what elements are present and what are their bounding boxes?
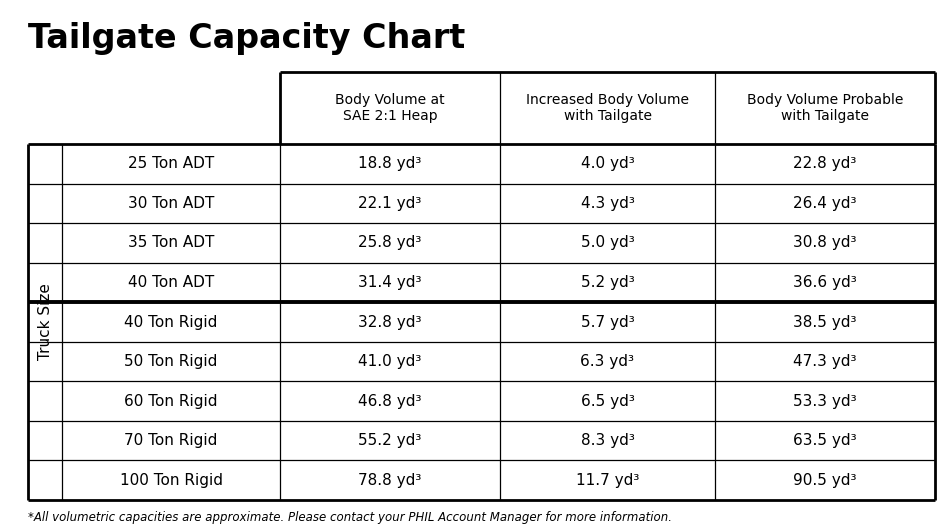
Text: 32.8 yd³: 32.8 yd³ (358, 314, 422, 329)
Text: 4.0 yd³: 4.0 yd³ (580, 156, 635, 171)
Text: 40 Ton ADT: 40 Ton ADT (128, 275, 214, 290)
Text: 5.0 yd³: 5.0 yd³ (580, 235, 635, 251)
Text: 5.2 yd³: 5.2 yd³ (580, 275, 635, 290)
Text: 46.8 yd³: 46.8 yd³ (358, 394, 422, 409)
Text: 22.8 yd³: 22.8 yd³ (793, 156, 857, 171)
Text: 31.4 yd³: 31.4 yd³ (358, 275, 422, 290)
Text: 25 Ton ADT: 25 Ton ADT (128, 156, 214, 171)
Text: 63.5 yd³: 63.5 yd³ (793, 433, 857, 448)
Text: 6.3 yd³: 6.3 yd³ (580, 354, 635, 369)
Text: 70 Ton Rigid: 70 Ton Rigid (124, 433, 218, 448)
Text: 53.3 yd³: 53.3 yd³ (793, 394, 857, 409)
Text: 30.8 yd³: 30.8 yd³ (793, 235, 857, 251)
Text: 35 Ton ADT: 35 Ton ADT (128, 235, 214, 251)
Text: 11.7 yd³: 11.7 yd³ (576, 473, 639, 488)
Text: 55.2 yd³: 55.2 yd³ (358, 433, 422, 448)
Text: *All volumetric capacities are approximate. Please contact your PHIL Account Man: *All volumetric capacities are approxima… (28, 511, 672, 525)
Text: 26.4 yd³: 26.4 yd³ (793, 196, 857, 211)
Text: 18.8 yd³: 18.8 yd³ (358, 156, 422, 171)
Text: 30 Ton ADT: 30 Ton ADT (128, 196, 214, 211)
Text: 90.5 yd³: 90.5 yd³ (793, 473, 857, 488)
Text: 22.1 yd³: 22.1 yd³ (358, 196, 422, 211)
Text: 41.0 yd³: 41.0 yd³ (358, 354, 422, 369)
Text: 60 Ton Rigid: 60 Ton Rigid (124, 394, 218, 409)
Text: 78.8 yd³: 78.8 yd³ (358, 473, 422, 488)
Text: Truck Size: Truck Size (37, 284, 52, 361)
Text: 4.3 yd³: 4.3 yd³ (580, 196, 635, 211)
Text: 25.8 yd³: 25.8 yd³ (358, 235, 422, 251)
Text: Body Volume at
SAE 2:1 Heap: Body Volume at SAE 2:1 Heap (335, 93, 445, 123)
Text: 40 Ton Rigid: 40 Ton Rigid (124, 314, 218, 329)
Text: Increased Body Volume
with Tailgate: Increased Body Volume with Tailgate (526, 93, 689, 123)
Text: 47.3 yd³: 47.3 yd³ (793, 354, 857, 369)
Text: 100 Ton Rigid: 100 Ton Rigid (120, 473, 222, 488)
Text: 38.5 yd³: 38.5 yd³ (793, 314, 857, 329)
Text: 5.7 yd³: 5.7 yd³ (580, 314, 635, 329)
Text: Body Volume Probable
with Tailgate: Body Volume Probable with Tailgate (747, 93, 903, 123)
Text: 36.6 yd³: 36.6 yd³ (793, 275, 857, 290)
Text: 8.3 yd³: 8.3 yd³ (580, 433, 635, 448)
Text: 50 Ton Rigid: 50 Ton Rigid (124, 354, 218, 369)
Text: 6.5 yd³: 6.5 yd³ (580, 394, 635, 409)
Text: Tailgate Capacity Chart: Tailgate Capacity Chart (28, 22, 466, 55)
